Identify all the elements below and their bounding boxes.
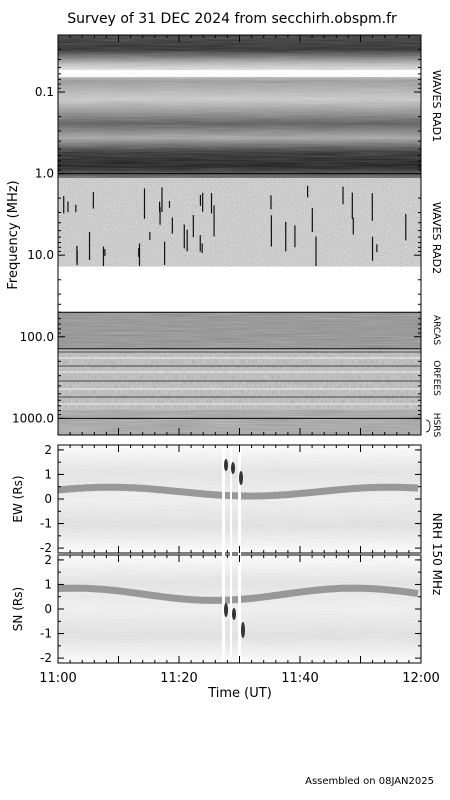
rad2-spectrogram: [58, 178, 421, 268]
freq-tick-label: 1.0: [35, 167, 54, 181]
rs-tick-label: 0: [44, 602, 52, 616]
nrh-burst-stripes: [222, 446, 245, 662]
rs-tick-label: 1: [44, 577, 52, 591]
time-xlabel: Time (UT): [207, 686, 272, 701]
time-tick-label: 12:00: [402, 671, 439, 686]
label-rad1: WAVES RAD1: [430, 70, 443, 142]
ew-ylabel: EW (Rs): [11, 475, 25, 522]
arcas-spectrogram: [58, 310, 421, 348]
rs-tick-label: -2: [40, 541, 52, 555]
rad1-spectrogram: [58, 35, 421, 178]
freq-tick-label: 0.1: [35, 85, 54, 99]
assembled-footer: Assembled on 08JAN2025: [305, 776, 434, 787]
label-arcas: ARCAS: [431, 315, 441, 345]
time-tick-label: 11:00: [39, 671, 76, 686]
freq-tick-label: 100.0: [20, 330, 54, 344]
label-rad2: WAVES RAD2: [430, 202, 443, 274]
freq-tick-label: 10.0: [27, 248, 54, 262]
label-hsrs: HSRS: [431, 413, 441, 438]
rad2-burst-lines: [63, 185, 407, 266]
rs-tick-label: 1: [44, 467, 52, 481]
rs-tick-label: 0: [44, 492, 52, 506]
orfees-rfi-lines: [58, 351, 421, 405]
label-nrh: NRH 150 MHz: [430, 513, 444, 596]
rs-tick-label: 2: [44, 443, 52, 457]
axes: 0.11.010.0100.01000.0210-1-2210-1-211:00…: [12, 34, 440, 686]
rs-tick-label: 2: [44, 553, 52, 567]
orfees-spectrogram: [58, 348, 421, 410]
freq-tick-label: 1000.0: [12, 411, 54, 425]
spectrum-panel: [57, 34, 422, 436]
chart-title: Survey of 31 DEC 2024 from secchirh.obsp…: [67, 11, 397, 27]
label-orfees: ORFEES: [431, 360, 441, 396]
rs-tick-label: -1: [40, 627, 52, 641]
rs-tick-label: -1: [40, 517, 52, 531]
time-tick-label: 11:40: [281, 671, 318, 686]
spectrum-ylabel: Frequency (MHz): [6, 180, 21, 289]
hsrs-bracket: [425, 419, 431, 433]
time-tick-label: 11:20: [160, 671, 197, 686]
sn-ylabel: SN (Rs): [11, 587, 25, 631]
rs-tick-label: -2: [40, 651, 52, 665]
data-gap: [58, 266, 421, 313]
